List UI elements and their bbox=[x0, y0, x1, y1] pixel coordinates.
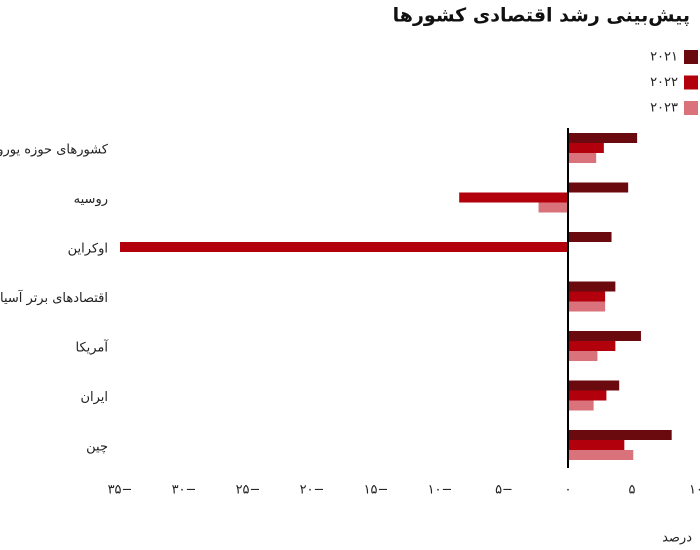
bar bbox=[568, 380, 620, 391]
category-label: اوکراین bbox=[68, 242, 108, 257]
x-tick-label: ۰ bbox=[565, 483, 572, 498]
category-label: روسیه bbox=[74, 192, 108, 207]
bar bbox=[538, 202, 568, 213]
x-tick-label: ۱۰ bbox=[689, 483, 700, 498]
category-label: آمریکا bbox=[75, 339, 109, 356]
x-tick-label: ۱۰− bbox=[428, 483, 453, 498]
legend-swatch bbox=[684, 101, 698, 115]
x-tick-label: ۲۰− bbox=[300, 483, 325, 498]
bar bbox=[568, 351, 598, 361]
category-label: کشورهای حوزه یورو bbox=[0, 143, 109, 158]
legend-label: ۲۰۲۳ bbox=[650, 101, 678, 116]
bar bbox=[568, 143, 604, 153]
legend-label: ۲۰۲۱ bbox=[650, 50, 678, 65]
x-tick-label: ۲۵− bbox=[236, 483, 261, 498]
bar bbox=[568, 281, 616, 292]
bar bbox=[568, 450, 634, 460]
legend-swatch bbox=[684, 75, 698, 90]
bar bbox=[568, 133, 638, 143]
bar bbox=[459, 192, 568, 203]
bar bbox=[568, 440, 625, 450]
bar bbox=[568, 301, 606, 312]
x-axis-label: درصد bbox=[662, 531, 692, 546]
category-label: ایران bbox=[80, 390, 108, 405]
category-label: چین bbox=[86, 440, 108, 455]
x-tick-label: ۳۵− bbox=[108, 483, 133, 498]
bar bbox=[568, 153, 597, 163]
bar bbox=[568, 291, 606, 302]
bar bbox=[568, 331, 641, 341]
x-tick-label: ۵− bbox=[495, 483, 513, 498]
bar bbox=[120, 242, 568, 252]
x-tick-label: ۵ bbox=[629, 483, 636, 498]
legend-swatch bbox=[684, 50, 698, 64]
x-tick-label: ۳۰− bbox=[172, 483, 197, 498]
bar bbox=[568, 232, 612, 242]
bar bbox=[568, 390, 607, 401]
category-label: اقتصادهای برتر آسیا bbox=[0, 289, 108, 306]
bar bbox=[568, 430, 672, 440]
bar bbox=[568, 400, 594, 411]
bar bbox=[568, 341, 616, 351]
x-tick-label: ۱۵− bbox=[364, 483, 389, 498]
chart-title: پیش‌بینی رشد اقتصادی کشورها bbox=[393, 5, 690, 27]
legend-label: ۲۰۲۲ bbox=[650, 75, 678, 90]
bar bbox=[568, 182, 629, 193]
